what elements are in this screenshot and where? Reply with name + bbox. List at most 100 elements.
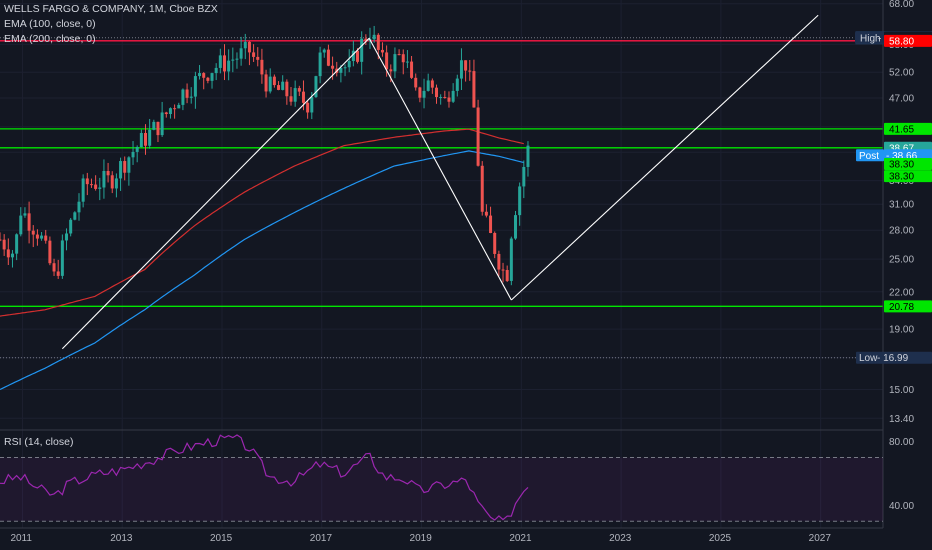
candle-body [10, 253, 14, 258]
candle-body [31, 230, 35, 235]
candle-body [0, 239, 2, 241]
candle-body [235, 58, 239, 60]
candle-body [19, 215, 23, 235]
candle-body [360, 38, 364, 62]
candle-body [6, 249, 10, 258]
candle-body [476, 107, 480, 166]
candle-body [430, 80, 434, 88]
candle-body [110, 175, 114, 189]
candle-body [351, 50, 355, 62]
candle-body [256, 56, 260, 60]
candle-body [65, 233, 69, 241]
x-tick-label: 2019 [410, 533, 433, 544]
candle-body [356, 50, 360, 62]
candle-body [60, 240, 64, 276]
rsi-legend[interactable]: RSI (14, close) [4, 436, 74, 448]
candle-body [148, 129, 152, 146]
candle-body [27, 213, 31, 231]
candle-body [173, 108, 177, 110]
candle-body [56, 271, 60, 276]
candle-body [281, 81, 285, 90]
candle-body [464, 60, 468, 71]
candle-body [69, 219, 73, 234]
candle-body [227, 60, 231, 72]
candle-body [459, 60, 463, 79]
candle-body [189, 96, 193, 98]
horizontal-lines[interactable] [0, 37, 883, 359]
candle-body [206, 77, 210, 81]
candle-body [168, 108, 172, 115]
x-tick-label: 2023 [609, 533, 632, 544]
resistance-tag-bg [884, 34, 932, 47]
candle-body [405, 61, 409, 63]
candle-body [435, 87, 439, 98]
candle-body [347, 61, 351, 68]
candle-body [272, 76, 276, 86]
candle-body [81, 178, 85, 202]
candle-body [181, 89, 185, 105]
candle-body [23, 213, 27, 216]
y-tick-label: 22.00 [889, 287, 914, 298]
trend-line [61, 37, 370, 350]
candle-body [326, 49, 330, 66]
ema200-legend[interactable]: EMA (200, close, 0) [4, 33, 96, 45]
candle-body [501, 269, 505, 271]
candle-body [193, 76, 197, 97]
candle-body [397, 54, 401, 56]
candle-body [376, 34, 380, 50]
low-tag-bg [856, 351, 932, 364]
candle-body [468, 70, 472, 72]
candle-body [2, 239, 6, 250]
candle-body [177, 104, 181, 109]
candle-body [198, 73, 202, 77]
x-tick-label: 2021 [509, 533, 532, 544]
trend-lines[interactable] [61, 14, 819, 350]
candle-body [301, 91, 305, 103]
candle-body [218, 55, 222, 68]
candle-body [414, 77, 418, 88]
candle-body [243, 41, 247, 49]
time-axis[interactable]: 2011 2013 2015 2017 2019 2021 2023 2025 2027 [10, 533, 831, 544]
candle-body [52, 263, 56, 272]
candle-body [35, 234, 39, 239]
candle-body [480, 165, 484, 212]
candle-body [497, 253, 501, 270]
candle-body [439, 97, 443, 99]
candle-body [306, 102, 310, 113]
candle-body [73, 212, 77, 220]
ema-lines [0, 128, 524, 391]
y-tick-label: 25.00 [889, 255, 914, 266]
candle-body [522, 166, 526, 187]
y-tick-label: 68.00 [889, 0, 914, 10]
candle-body [443, 97, 447, 99]
candle-body [472, 71, 476, 108]
x-tick-label: 2025 [709, 533, 732, 544]
candle-body [264, 74, 268, 92]
candle-body [318, 52, 322, 77]
rsi-pane [0, 434, 883, 522]
y-tick-label: 15.00 [889, 385, 914, 396]
candle-body [389, 69, 393, 72]
candle-body [314, 76, 318, 98]
candle-body [15, 234, 19, 254]
candle-body [418, 87, 422, 98]
candle-body [310, 97, 314, 113]
candle-body [380, 49, 384, 53]
candle-body [505, 269, 509, 281]
candle-body [410, 61, 414, 78]
candle-body [210, 73, 214, 81]
y-tick-label: 31.00 [889, 200, 914, 211]
candle-body [322, 49, 326, 53]
candle-body [513, 215, 517, 239]
grid [0, 0, 883, 528]
candle-body [489, 215, 493, 233]
candle-body [289, 96, 293, 102]
y-tick-label: 13.40 [889, 414, 914, 425]
candle-body [119, 161, 123, 179]
candle-body [123, 161, 127, 173]
candle-body [114, 178, 118, 189]
x-tick-label: 2027 [809, 533, 832, 544]
y-tick-label: 47.00 [889, 94, 914, 105]
ema100-legend[interactable]: EMA (100, close, 0) [4, 18, 96, 30]
